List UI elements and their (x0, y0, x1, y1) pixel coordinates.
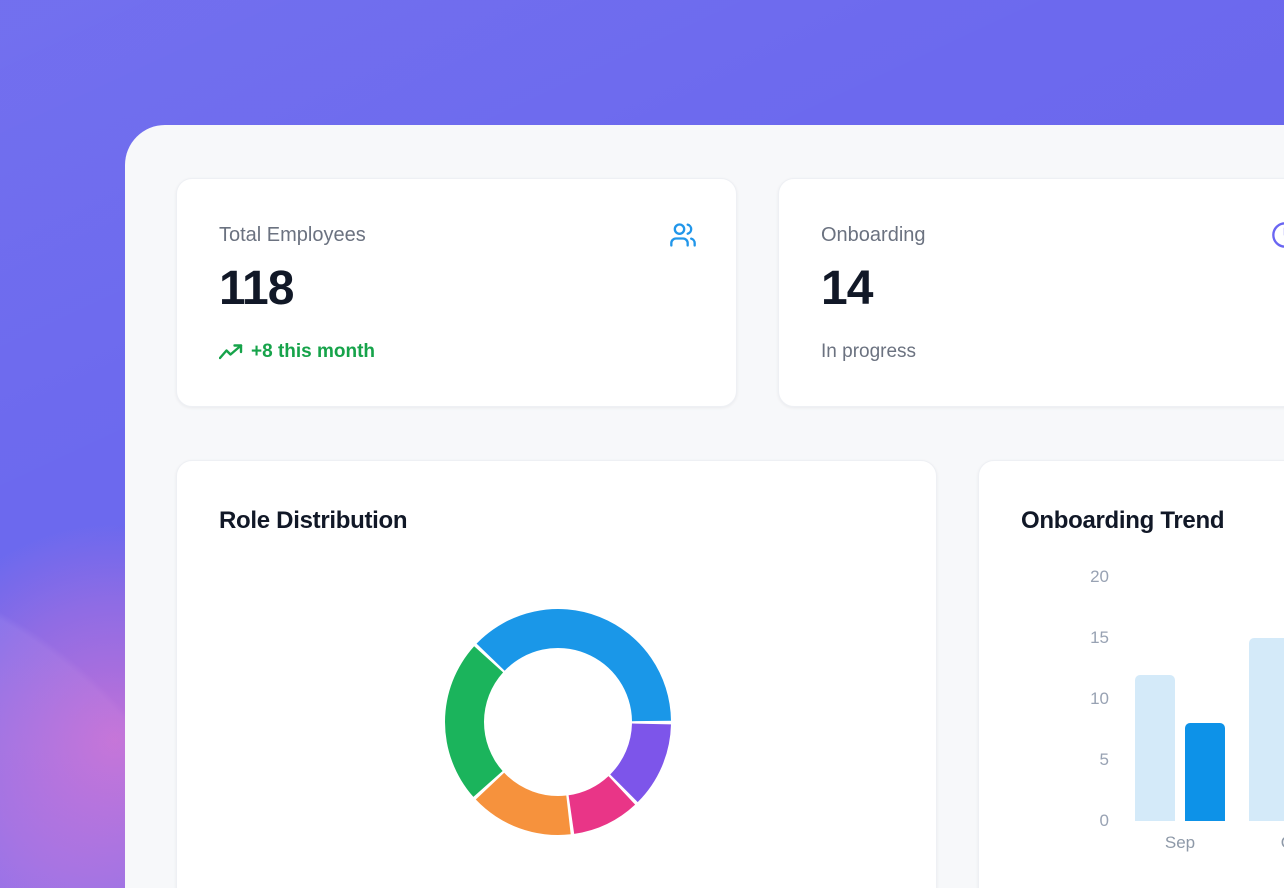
stat-sub-text: In progress (821, 341, 917, 362)
donut-segment-blue[interactable] (476, 609, 671, 722)
x-axis-label-oct: Oct (1249, 834, 1284, 852)
y-axis-tick-10: 10 (1090, 689, 1109, 708)
x-axis-label-sep: Sep (1164, 833, 1196, 852)
y-axis-tick-5: 5 (1099, 750, 1109, 769)
stat-label: Onboarding (821, 224, 926, 246)
donut-segment-purple[interactable] (610, 723, 671, 803)
donut-segment-green[interactable] (445, 646, 504, 797)
role-distribution-donut-chart[interactable] (438, 602, 678, 842)
bar-dark-blue-bar-sep[interactable] (1185, 723, 1225, 821)
stat-delta: +8 this month (219, 341, 375, 363)
chart-title: Role Distribution (219, 507, 408, 534)
users-icon (669, 221, 697, 249)
y-axis-tick-20: 20 (1090, 567, 1109, 586)
stat-value: 118 (219, 262, 294, 315)
donut-segment-orange[interactable] (475, 772, 571, 836)
stat-label: Total Employees (219, 224, 366, 246)
bar-light-blue-bar-sep[interactable] (1135, 674, 1175, 821)
trending-up-icon (219, 343, 243, 361)
bar-light-blue-bar-oct[interactable] (1249, 638, 1284, 821)
chart-card-onboarding-trend: Onboarding Trend 0 5 10 15 20 Sep Oct (978, 460, 1284, 888)
chart-title: Onboarding Trend (1021, 507, 1225, 534)
stat-value: 14 (821, 262, 873, 315)
chart-card-role-distribution: Role Distribution (176, 460, 937, 888)
y-axis-tick-0: 0 (1099, 811, 1109, 830)
y-axis-tick-15: 15 (1090, 628, 1109, 647)
clock-icon (1271, 221, 1284, 249)
onboarding-trend-bar-chart[interactable]: 0 5 10 15 20 Sep Oct (979, 461, 1284, 888)
dashboard-panel: Total Employees 118 +8 this month Onboar… (125, 125, 1284, 888)
stat-delta-text: +8 this month (251, 341, 376, 362)
stat-card-onboarding: Onboarding 14 In progress (778, 178, 1284, 407)
donut-segment-pink[interactable] (568, 776, 636, 834)
stat-card-total-employees: Total Employees 118 +8 this month (176, 178, 737, 407)
